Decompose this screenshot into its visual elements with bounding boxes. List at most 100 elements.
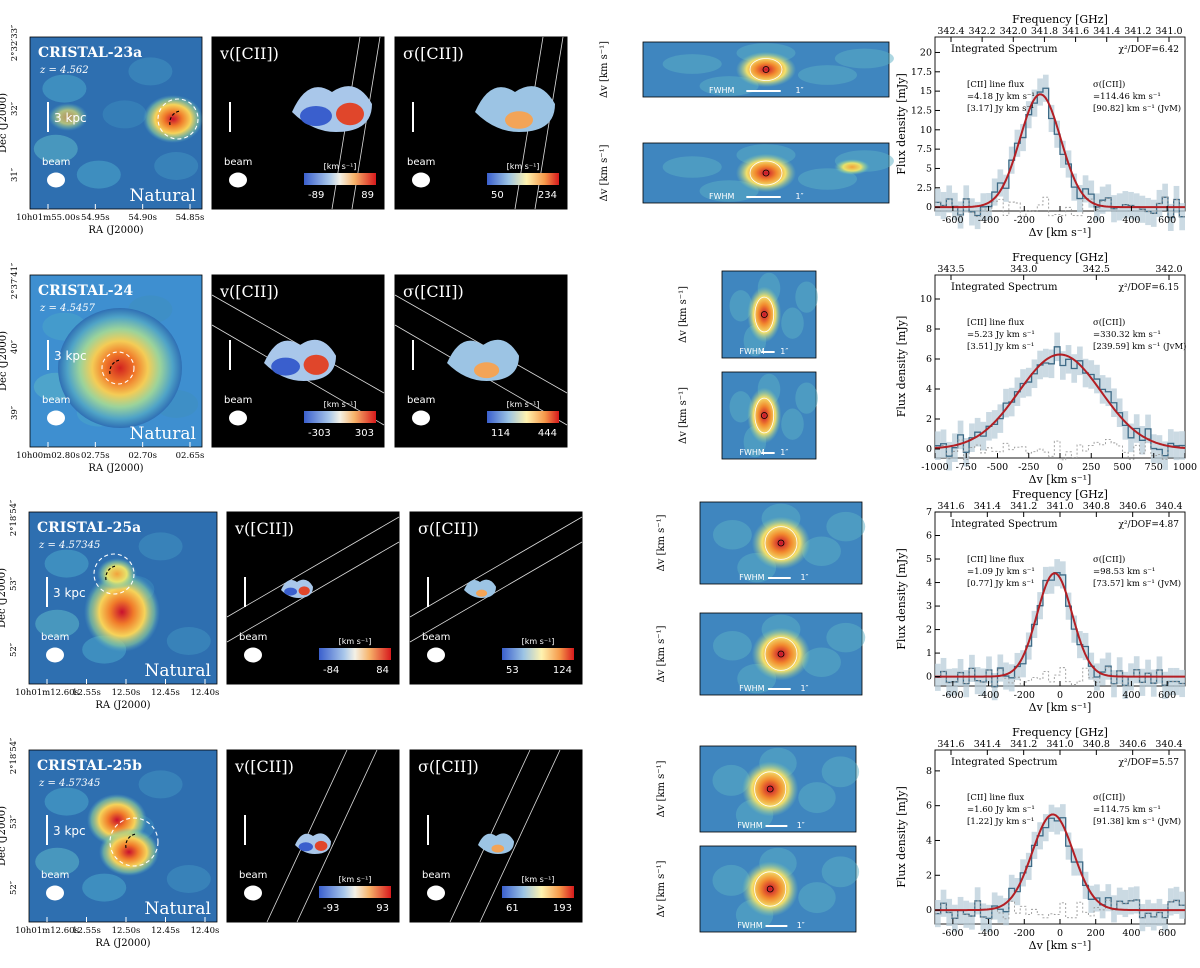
slit-line	[409, 516, 583, 618]
beam-ellipse	[412, 172, 430, 188]
colorbar-max: 93	[376, 903, 389, 914]
beam-label: beam	[224, 395, 252, 406]
freq-axis-label: Frequency [GHz]	[1012, 13, 1108, 26]
slit-line	[226, 541, 400, 643]
beam-ellipse	[244, 885, 262, 901]
gaussian-model	[935, 93, 1185, 209]
noise-patch	[44, 549, 89, 578]
spectrum-frame	[934, 511, 1186, 687]
ra-axis-label: RA (J2000)	[95, 700, 150, 711]
redshift: z = 4.57345	[38, 778, 100, 789]
y-tick-label: 0	[926, 905, 932, 916]
line-flux-jvm: [3.17] Jy km s⁻¹	[967, 104, 1034, 114]
noise-patch	[35, 847, 80, 876]
source-emission	[58, 308, 182, 428]
beam-label: beam	[407, 157, 435, 168]
residuals	[935, 196, 1185, 218]
ra-tick-label: 12.40s	[191, 926, 220, 936]
weighting-label: Natural	[130, 424, 197, 444]
freq-tick-label: 341.4	[974, 739, 1001, 750]
x-tick-label: 200	[1087, 928, 1105, 939]
arcsec-label: 1″	[780, 347, 788, 356]
freq-tick-label: 342.2	[969, 26, 996, 37]
dispersion-title: σ([CII])	[418, 757, 479, 776]
colorbar	[304, 411, 376, 423]
noise-patch	[154, 152, 199, 180]
noise-patch	[33, 134, 78, 163]
pv-contour-peak	[762, 169, 770, 177]
ra-tick-label: 54.90s	[128, 213, 157, 223]
redshifted-region	[336, 102, 364, 126]
beam-label: beam	[224, 157, 252, 168]
velocity-title: v([CII])	[234, 757, 294, 776]
sigma-label: σ([CII])	[1093, 554, 1125, 565]
x-tick-label: 200	[1087, 215, 1105, 226]
pv-emission	[747, 387, 782, 444]
beam-label: beam	[407, 395, 435, 406]
velocity-map-panel: v([CII]) beam [km s⁻¹] -84 84	[226, 511, 400, 685]
x-tick-label: -200	[1014, 928, 1035, 939]
noise-patch	[712, 764, 750, 796]
arcsec-label: 1″	[780, 448, 788, 457]
ra-tick-label: 12.45s	[151, 688, 180, 698]
pv-diagram-1: FWHM 1″ Δv [km s⁻¹]	[599, 41, 894, 98]
slit-line	[479, 749, 561, 923]
pv-contour	[764, 526, 798, 560]
x-tick-label: -250	[1018, 462, 1039, 473]
y-tick-label: 6	[926, 354, 932, 365]
ra-tick-label: 12.55s	[72, 688, 101, 698]
arcsec-label: 1″	[796, 192, 804, 201]
dec-tick-label: 52″	[9, 881, 19, 895]
pv-contour	[764, 637, 798, 671]
noise-patch	[798, 882, 836, 914]
scale-label: 3 kpc	[53, 586, 86, 600]
y-axis-label: Flux density [mJy]	[895, 316, 908, 418]
dec-tick-label: 2°18′54″	[9, 500, 19, 536]
y-tick-label: 5	[926, 554, 932, 565]
kinematic-axis	[125, 833, 137, 849]
blueshifted-region	[284, 587, 297, 596]
colorbar-min: -93	[323, 903, 339, 914]
noise-patch	[35, 609, 80, 638]
source-name: CRISTAL-25a	[37, 520, 141, 536]
noise-patch	[834, 48, 894, 69]
pv-emission	[736, 153, 796, 193]
pv-emission	[751, 627, 811, 681]
chi2-label: χ²/DOF=6.42	[1118, 45, 1179, 55]
row-cristal-23a: CRISTAL-23a z = 4.562 3 kpc beam Natural 10h0…	[0, 13, 1186, 239]
colorbar-unit: [km s⁻¹]	[339, 875, 372, 884]
colorbar	[319, 886, 391, 898]
arcsec-label: 1″	[800, 684, 808, 693]
ra-axis-label: RA (J2000)	[88, 463, 143, 474]
pv-diagram-1: FWHM 1″ Δv [km s⁻¹]	[656, 745, 860, 833]
line-flux-value: =1.60 Jy km s⁻¹	[967, 805, 1035, 815]
dec-tick-label: 2°32′33″	[10, 25, 20, 61]
y-tick-label: 0	[926, 444, 932, 455]
line-flux-label: [CII] line flux	[967, 80, 1024, 90]
aperture-outline	[157, 98, 199, 140]
beam-ellipse	[229, 410, 247, 426]
pv-contour	[749, 58, 783, 81]
x-tick-label: -750	[956, 462, 977, 473]
dec-axis-label: Dec (J2000)	[0, 331, 9, 391]
weighting-label: Natural	[130, 186, 197, 206]
dispersion-map-panel: σ([CII]) beam [km s⁻¹] 50 234	[394, 36, 568, 210]
redshifted-region	[298, 586, 310, 596]
y-tick-label: 10	[920, 294, 932, 305]
noise-patch	[712, 520, 752, 550]
ra-tick-label: 02.65s	[176, 451, 205, 461]
aperture-outline	[109, 817, 159, 867]
aperture-outline	[93, 553, 135, 595]
source-emission	[143, 95, 203, 143]
beam-ellipse	[46, 885, 64, 901]
fwhm-label: FWHM	[739, 448, 765, 457]
dec-tick-label: 32″	[10, 102, 20, 116]
freq-tick-label: 341.4	[974, 501, 1001, 512]
x-tick-label: 0	[1057, 462, 1063, 473]
sigma-label: σ([CII])	[1093, 317, 1125, 328]
colorbar	[304, 173, 376, 185]
beam-ellipse	[412, 410, 430, 426]
